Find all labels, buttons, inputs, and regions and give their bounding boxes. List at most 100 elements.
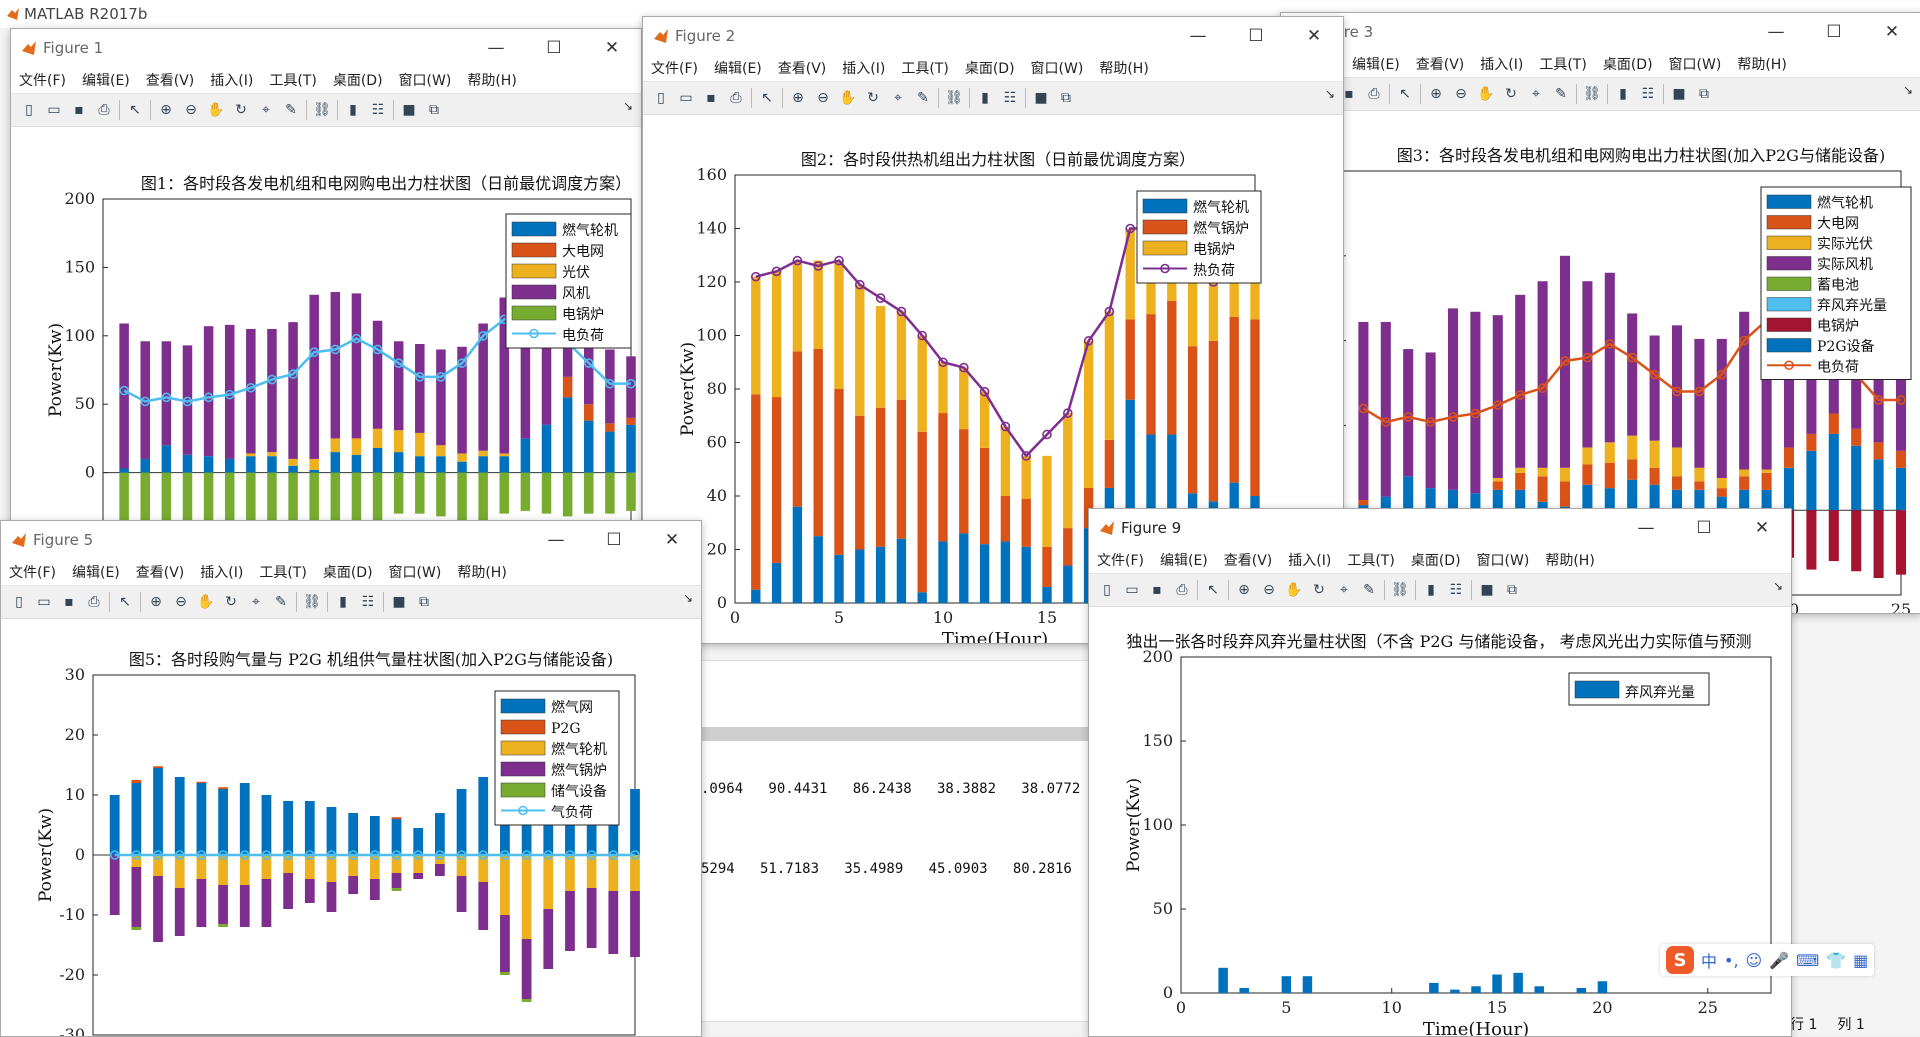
hide-tools-icon[interactable]: ■ [402, 102, 416, 118]
print-icon[interactable]: ⎙ [1176, 582, 1188, 598]
figure-toolbar[interactable]: ▯▭▪⎙↖⊕⊖✋↻⌖✎⛓▮☷■⧉ [1281, 77, 1920, 111]
ime-punct-icon[interactable]: •, [1724, 950, 1739, 970]
open-folder-icon[interactable]: ▭ [679, 90, 693, 106]
menu-item[interactable]: 工具(T) [259, 565, 307, 581]
close-button[interactable]: ✕ [604, 38, 620, 58]
ime-skin-icon[interactable]: 👕 [1826, 950, 1847, 970]
zoom-in-icon[interactable]: ⊕ [792, 90, 804, 106]
window-controls[interactable]: — ☐ ✕ [1169, 17, 1343, 55]
figure-1-window[interactable]: Figure 1 — ☐ ✕ 文件(F) 编辑(E) 查看(V) 插入(I) 工具(T) 桌面(D… [10, 28, 642, 525]
menu-bar[interactable]: 文件(F) 编辑(E) 查看(V) 插入(I) 工具(T) 桌面(D) 窗口(W) 帮助(H) [11, 67, 641, 93]
ime-grid-icon[interactable]: ▦ [1853, 950, 1869, 970]
maximize-button[interactable]: ☐ [1248, 26, 1264, 46]
colorbar-icon[interactable]: ▮ [981, 90, 989, 106]
window-controls[interactable]: — ☐ ✕ [1747, 13, 1920, 51]
print-icon[interactable]: ⎙ [98, 102, 110, 118]
figure-title-bar[interactable]: Figure 9 — ☐ ✕ [1089, 509, 1791, 547]
link-icon[interactable]: ⛓ [1583, 86, 1601, 102]
menu-item[interactable]: 帮助(H) [1737, 57, 1787, 73]
menu-item[interactable]: 帮助(H) [457, 565, 507, 581]
menu-item[interactable]: 插入(I) [1480, 57, 1524, 73]
pointer-icon[interactable]: ↖ [119, 594, 131, 610]
close-button[interactable]: ✕ [1884, 22, 1900, 42]
close-button[interactable]: ✕ [1306, 26, 1322, 46]
menu-item[interactable]: 工具(T) [269, 73, 317, 89]
maximize-button[interactable]: ☐ [546, 38, 562, 58]
toolbar-arrow-icon[interactable]: ↘ [682, 591, 693, 605]
menu-item[interactable]: 工具(T) [901, 61, 949, 77]
link-icon[interactable]: ⛓ [1391, 582, 1409, 598]
data-cursor-icon[interactable]: ⌖ [252, 594, 260, 610]
menu-item[interactable]: 工具(T) [1347, 553, 1395, 569]
pointer-icon[interactable]: ↖ [129, 102, 141, 118]
save-icon[interactable]: ▪ [74, 102, 84, 118]
zoom-in-icon[interactable]: ⊕ [1238, 582, 1250, 598]
menu-item[interactable]: 桌面(D) [964, 61, 1015, 77]
zoom-out-icon[interactable]: ⊖ [185, 102, 197, 118]
menu-item[interactable]: 窗口(W) [1030, 61, 1084, 77]
figure-title-bar[interactable]: Figure 2 — ☐ ✕ [643, 17, 1343, 55]
menu-bar[interactable]: 文件(F) 编辑(E) 查看(V) 插入(I) 工具(T) 桌面(D) 窗口(W) 帮助(H) [643, 55, 1343, 81]
ime-keyboard-icon[interactable]: ⌨ [1796, 950, 1820, 970]
zoom-in-icon[interactable]: ⊕ [1430, 86, 1442, 102]
menu-item[interactable]: 查看(V) [145, 73, 195, 89]
legend-icon[interactable]: ☷ [1641, 86, 1655, 102]
brush-icon[interactable]: ✎ [275, 594, 287, 610]
close-button[interactable]: ✕ [1754, 518, 1770, 538]
figure-title-bar[interactable]: Figure 3—☐✕ [1281, 13, 1920, 51]
horizontal-scrollbar[interactable] [701, 727, 1161, 741]
minimize-button[interactable]: — [547, 530, 565, 550]
hide-tools-icon[interactable]: ■ [392, 594, 406, 610]
pan-icon[interactable]: ✋ [197, 594, 215, 610]
zoom-out-icon[interactable]: ⊖ [175, 594, 187, 610]
pan-icon[interactable]: ✋ [839, 90, 857, 106]
menu-item[interactable]: 编辑(E) [81, 73, 130, 89]
dock-icon[interactable]: ⧉ [429, 102, 439, 118]
brush-icon[interactable]: ✎ [1555, 86, 1567, 102]
hide-tools-icon[interactable]: ■ [1034, 90, 1048, 106]
link-icon[interactable]: ⛓ [313, 102, 331, 118]
menu-item[interactable]: 编辑(E) [71, 565, 120, 581]
dock-icon[interactable]: ⧉ [1699, 86, 1709, 102]
menu-item[interactable]: 插入(I) [210, 73, 254, 89]
print-icon[interactable]: ⎙ [88, 594, 100, 610]
data-cursor-icon[interactable]: ⌖ [1532, 86, 1540, 102]
menu-item[interactable]: 桌面(D) [1602, 57, 1653, 73]
menu-item[interactable]: 插入(I) [842, 61, 886, 77]
menu-item[interactable]: 查看(V) [135, 565, 185, 581]
link-icon[interactable]: ⛓ [945, 90, 963, 106]
figure-toolbar[interactable]: ▯▭▪⎙↖⊕⊖✋↻⌖✎⛓▮☷■⧉ [11, 93, 641, 127]
save-icon[interactable]: ▪ [1344, 86, 1354, 102]
figure-title-bar[interactable]: Figure 1 — ☐ ✕ [11, 29, 641, 67]
menu-item[interactable]: 查看(V) [1415, 57, 1465, 73]
maximize-button[interactable]: ☐ [1696, 518, 1712, 538]
sogou-logo-icon[interactable]: S [1666, 946, 1694, 974]
save-icon[interactable]: ▪ [706, 90, 716, 106]
zoom-in-icon[interactable]: ⊕ [150, 594, 162, 610]
save-icon[interactable]: ▪ [64, 594, 74, 610]
open-folder-icon[interactable]: ▭ [47, 102, 61, 118]
menu-bar[interactable]: 文件(F) 编辑(E) 查看(V) 插入(I) 工具(T) 桌面(D) 窗口(W) 帮助(H) [1, 559, 701, 585]
rotate-icon[interactable]: ↻ [225, 594, 237, 610]
ime-mic-icon[interactable]: 🎤 [1769, 950, 1790, 970]
menu-item[interactable]: 桌面(D) [1410, 553, 1461, 569]
ime-emoji-icon[interactable]: ☺ [1745, 950, 1763, 970]
maximize-button[interactable]: ☐ [1826, 22, 1842, 42]
new-file-icon[interactable]: ▯ [657, 90, 665, 106]
menu-item[interactable]: 桌面(D) [322, 565, 373, 581]
menu-item[interactable]: 窗口(W) [398, 73, 452, 89]
ime-lang[interactable]: 中 [1701, 952, 1718, 971]
print-icon[interactable]: ⎙ [1368, 86, 1380, 102]
colorbar-icon[interactable]: ▮ [349, 102, 357, 118]
dock-icon[interactable]: ⧉ [1507, 582, 1517, 598]
brush-icon[interactable]: ✎ [917, 90, 929, 106]
dock-icon[interactable]: ⧉ [1061, 90, 1071, 106]
menu-item[interactable]: 插入(I) [1288, 553, 1332, 569]
zoom-out-icon[interactable]: ⊖ [1455, 86, 1467, 102]
figure-toolbar[interactable]: ▯▭▪⎙↖⊕⊖✋↻⌖✎⛓▮☷■⧉ [1, 585, 701, 619]
pan-icon[interactable]: ✋ [1285, 582, 1303, 598]
minimize-button[interactable]: — [1637, 518, 1655, 538]
figure-toolbar[interactable]: ▯▭▪⎙↖⊕⊖✋↻⌖✎⛓▮☷■⧉ [643, 81, 1343, 115]
menu-item[interactable]: 编辑(E) [1351, 57, 1400, 73]
save-icon[interactable]: ▪ [1152, 582, 1162, 598]
